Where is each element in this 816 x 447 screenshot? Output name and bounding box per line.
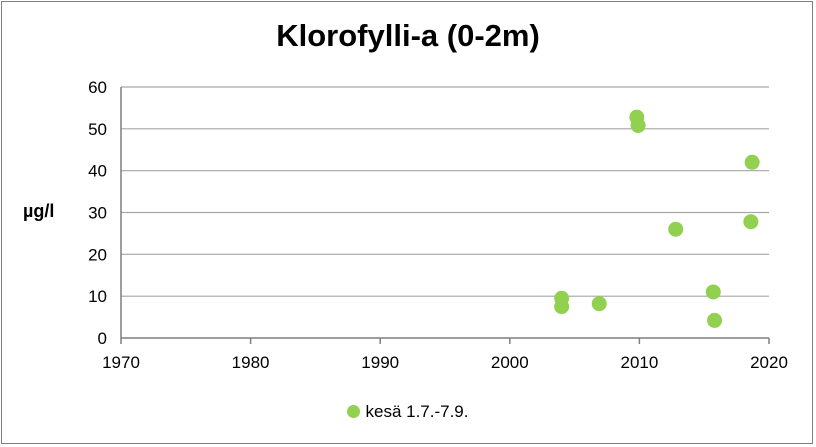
- legend-label: kesä 1.7.-7.9.: [365, 402, 469, 421]
- x-tick-label: 2000: [491, 353, 529, 372]
- y-tick-label: 20: [88, 245, 107, 264]
- x-tick-label: 1980: [232, 353, 270, 372]
- x-tick-label: 2020: [750, 353, 788, 372]
- y-tick-label: 30: [88, 204, 107, 223]
- data-point: [554, 299, 570, 315]
- x-tick-label: 1990: [361, 353, 399, 372]
- data-point: [668, 221, 684, 237]
- x-tick-label: 2010: [620, 353, 658, 372]
- y-tick-label: 50: [88, 120, 107, 139]
- y-tick-label: 60: [88, 78, 107, 97]
- data-point: [744, 154, 760, 170]
- legend-marker-icon: [347, 405, 361, 418]
- y-tick-label: 40: [88, 162, 107, 181]
- data-point: [705, 284, 721, 300]
- data-point: [743, 214, 759, 230]
- x-tick-label: 1970: [102, 353, 140, 372]
- data-point: [630, 117, 646, 133]
- y-tick-label: 10: [88, 287, 107, 306]
- chart-title: Klorofylli-a (0-2m): [276, 18, 540, 53]
- y-tick-label: 0: [98, 329, 107, 348]
- legend: kesä 1.7.-7.9.: [0, 402, 816, 422]
- data-point: [591, 296, 607, 312]
- y-axis-label: µg/l: [23, 201, 55, 221]
- data-point: [707, 312, 723, 328]
